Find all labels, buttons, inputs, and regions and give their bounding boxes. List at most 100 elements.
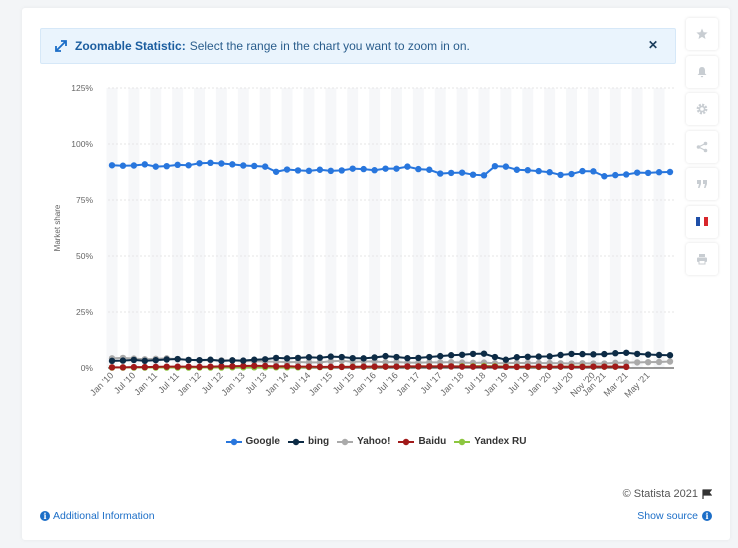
data-point-baidu [229,363,236,370]
data-point-baidu [579,363,586,371]
legend-item-yahoo[interactable]: Yahoo! [337,436,390,447]
language-button[interactable] [686,205,718,238]
data-point-google [371,167,378,174]
cite-button[interactable] [686,168,718,200]
data-point-google [491,162,499,170]
data-point-yahoo [382,358,389,366]
zoomable-banner: Zoomable Statistic: Select the range in … [40,28,676,64]
grid-band [281,88,293,368]
x-tick-label: Jan '10 [88,370,115,397]
series-line-google [111,161,671,178]
grid-band [587,88,599,368]
additional-information-link[interactable]: i Additional Information [40,510,155,522]
y-tick-label: 125% [71,83,93,93]
data-point-baidu [480,363,488,370]
y-tick-label: 50% [76,251,93,261]
data-point-baidu [623,363,630,371]
info-icon: i [702,511,712,521]
legend-marker [337,438,354,445]
data-point-bing [447,352,455,359]
data-point-baidu [196,363,203,371]
data-point-google [251,162,258,170]
data-point-baidu [152,363,159,371]
data-point-bing [469,350,477,358]
legend-item-bing[interactable]: bing [287,436,330,447]
grid-band [128,88,140,368]
data-point-bing [251,356,258,363]
data-point-bing [371,354,378,361]
data-point-baidu [338,363,345,371]
copyright: © Statista 2021 [623,488,712,500]
legend-label: bing [307,436,330,447]
series-line-bing [111,351,671,362]
data-point-baidu [272,363,280,370]
legend-item-google[interactable]: Google [225,436,280,447]
data-point-google [469,171,477,178]
grid-band [544,88,556,368]
notify-button[interactable] [686,55,718,88]
grid-band [456,88,468,368]
data-point-bing [163,356,170,363]
data-point-baidu [590,363,597,370]
close-icon[interactable]: ✕ [647,38,659,52]
x-tick-label: Jan '18 [438,370,465,397]
grid-band [215,88,227,368]
grid-band [347,88,359,368]
data-point-baidu [371,363,378,370]
star-icon [696,28,708,39]
data-point-bing [382,352,389,360]
data-point-google [513,166,521,173]
data-point-google [152,163,159,170]
data-point-google [644,169,652,177]
settings-button[interactable] [686,93,718,125]
legend-item-baidu[interactable]: Baidu [398,436,446,447]
show-source-link[interactable]: Show source i [637,510,712,522]
data-point-baidu [130,363,138,371]
data-point-baidu [535,363,542,370]
data-point-bing [261,356,269,363]
data-point-google [174,161,181,169]
data-point-bing [502,356,510,363]
grid-band [106,88,118,368]
data-point-bing [404,354,411,362]
y-tick-label: 0% [81,363,94,373]
grid-band [194,88,205,368]
data-point-baidu [393,363,400,370]
flag-fr-icon [696,217,708,226]
data-point-baidu [261,362,269,370]
data-point-google [163,162,170,170]
data-point-google [524,167,531,174]
data-point-bing [283,355,291,362]
data-point-yahoo [633,359,641,366]
data-point-google [229,161,236,168]
data-point-baidu [108,364,116,371]
favorite-button[interactable] [686,18,718,50]
data-point-baidu [207,363,214,370]
data-point-google [338,167,345,174]
legend-marker [225,438,242,445]
print-button[interactable] [686,243,718,275]
data-point-bing [590,351,597,358]
data-point-baidu [415,363,422,370]
data-point-google [108,162,116,169]
share-button[interactable] [686,130,718,163]
data-point-baidu [568,363,575,371]
data-point-yahoo [393,358,400,366]
data-point-bing [601,350,608,358]
data-point-yahoo [655,358,663,366]
grid-band [500,88,512,368]
y-tick-label: 100% [71,139,93,149]
data-point-bing [240,357,247,364]
data-point-baidu [327,363,335,371]
legend-item-yandex-ru[interactable]: Yandex RU [454,436,526,447]
data-point-google [360,165,367,173]
data-point-google [623,171,630,178]
y-tick-label: 75% [76,195,93,205]
data-point-google [557,171,564,179]
legend-marker [287,438,304,445]
data-point-google [119,162,127,169]
grid-band [150,88,162,368]
data-point-baidu [601,363,608,370]
data-point-google [480,172,488,179]
